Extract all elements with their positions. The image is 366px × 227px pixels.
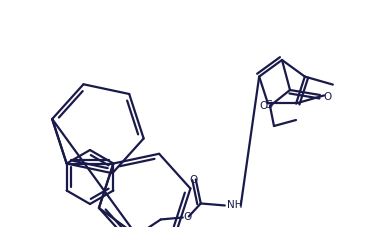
Text: O: O [323,92,331,102]
Text: O: O [184,212,192,222]
Text: O: O [190,175,198,185]
Text: O: O [260,101,268,111]
Text: NH: NH [227,200,242,210]
Text: S: S [265,100,272,110]
